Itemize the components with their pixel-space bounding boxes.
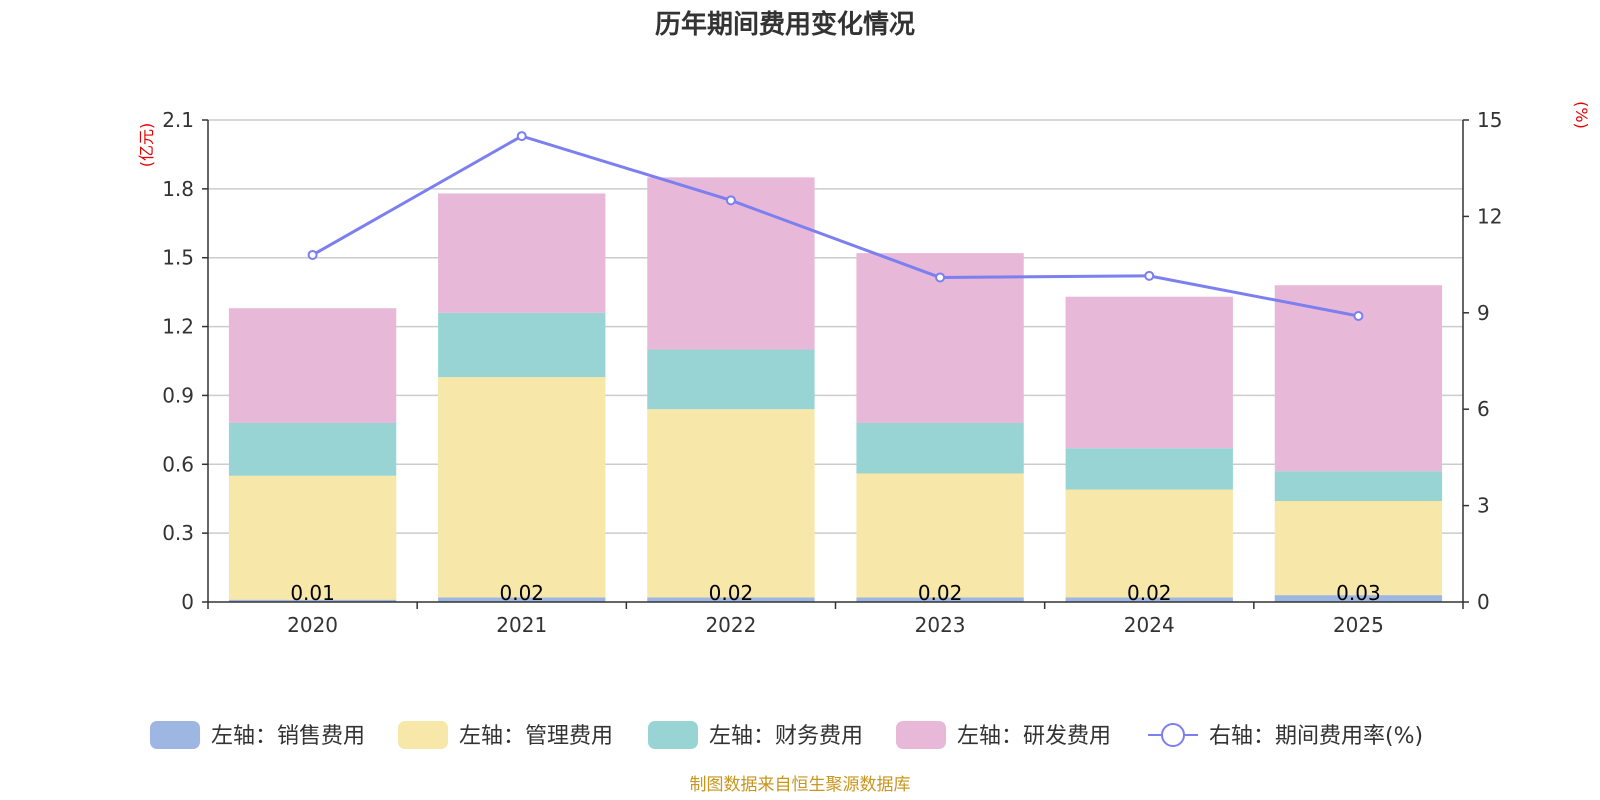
legend-label: 左轴：管理费用	[459, 724, 613, 749]
bar-segment	[856, 422, 1024, 474]
rate-point	[935, 272, 946, 283]
left-axis-tick-label: 1.8	[162, 177, 194, 201]
left-axis-tick-label: 0.3	[162, 521, 194, 545]
bar-segment	[438, 597, 606, 602]
left-axis-tick-label: 1.5	[162, 246, 194, 270]
left-axis-tick-label: 0.6	[162, 452, 194, 476]
bar-segment	[647, 409, 815, 598]
bar-data-label: 0.01	[290, 581, 335, 605]
right-axis-unit: (%)	[1572, 101, 1591, 129]
legend-swatch	[398, 721, 448, 749]
right-axis-tick-label: 9	[1477, 301, 1490, 325]
left-axis-unit: (亿元)	[137, 123, 156, 168]
legend-label: 左轴：财务费用	[709, 724, 863, 749]
bar-segment	[647, 177, 815, 350]
legend: 左轴：销售费用 左轴：管理费用 左轴：财务费用 左轴：研发费用 右轴：期间费用率(%)	[150, 721, 1423, 749]
bar-data-label: 0.02	[1127, 581, 1172, 605]
bar-segment	[1065, 448, 1233, 490]
rate-line-series	[307, 131, 1364, 322]
x-axis-tick-label: 2023	[915, 613, 966, 637]
bar-segment	[1274, 471, 1443, 502]
x-axis-tick-label: 2025	[1333, 613, 1384, 637]
right-axis-tick-label: 12	[1477, 204, 1502, 228]
bar-segment	[856, 473, 1024, 598]
bar-segment	[647, 349, 815, 410]
bar-segment	[438, 377, 606, 598]
bar-data-label: 0.02	[918, 581, 963, 605]
x-axis-tick-label: 2024	[1124, 613, 1175, 637]
legend-line-marker	[1161, 723, 1185, 747]
bar-data-label: 0.02	[709, 581, 754, 605]
bar-segment	[1274, 595, 1443, 602]
source-note: 制图数据来自恒生聚源数据库	[690, 775, 911, 795]
rate-line	[311, 134, 1359, 318]
legend-label: 左轴：研发费用	[957, 724, 1111, 749]
bar-data-label: 0.02	[499, 581, 544, 605]
x-axis-tick-label: 2022	[705, 613, 756, 637]
axes: 0 0.3 0.6 0.9 1.2 1.5 1.8 2.1 0 3 6 9 12 15 2020 2021 20…	[162, 108, 1502, 637]
right-axis-tick-label: 3	[1477, 494, 1490, 518]
left-axis-tick-label: 0	[181, 590, 194, 614]
bar-segment	[228, 599, 397, 602]
bar-segment	[1065, 597, 1233, 602]
bar-segment	[228, 308, 397, 423]
right-axis-tick-label: 6	[1477, 397, 1490, 421]
rate-point	[1353, 311, 1364, 322]
bar-segment	[647, 597, 815, 602]
bar-segment	[1274, 501, 1443, 596]
x-axis-tick-label: 2021	[496, 613, 547, 637]
rate-point	[516, 131, 527, 142]
left-axis-tick-label: 0.9	[162, 383, 194, 407]
bar-segment	[438, 312, 606, 378]
rate-point	[1144, 270, 1155, 281]
bar-segment	[856, 597, 1024, 602]
legend-swatch	[150, 721, 200, 749]
rate-point	[307, 249, 318, 260]
left-axis-tick-label: 2.1	[162, 108, 194, 132]
rate-point	[725, 195, 736, 206]
legend-swatch	[896, 721, 946, 749]
chart-title: 历年期间费用变化情况	[655, 9, 915, 40]
legend-label: 右轴：期间费用率(%)	[1209, 724, 1423, 749]
bar-segment	[438, 193, 606, 313]
bar-segment	[1065, 296, 1233, 449]
bar-segment	[1065, 489, 1233, 598]
right-axis-tick-label: 0	[1477, 590, 1490, 614]
bar-segment	[228, 475, 397, 600]
bar-data-label: 0.03	[1336, 581, 1381, 605]
legend-swatch	[648, 721, 698, 749]
bar-series: 0.01 0.02 0.02 0.02 0.02 0.03	[228, 177, 1443, 605]
x-axis-tick-label: 2020	[287, 613, 338, 637]
right-axis-tick-label: 15	[1477, 108, 1502, 132]
bar-segment	[228, 422, 397, 476]
legend-label: 左轴：销售费用	[211, 724, 365, 749]
left-axis-tick-label: 1.2	[162, 315, 194, 339]
grid-lines	[208, 119, 1463, 534]
